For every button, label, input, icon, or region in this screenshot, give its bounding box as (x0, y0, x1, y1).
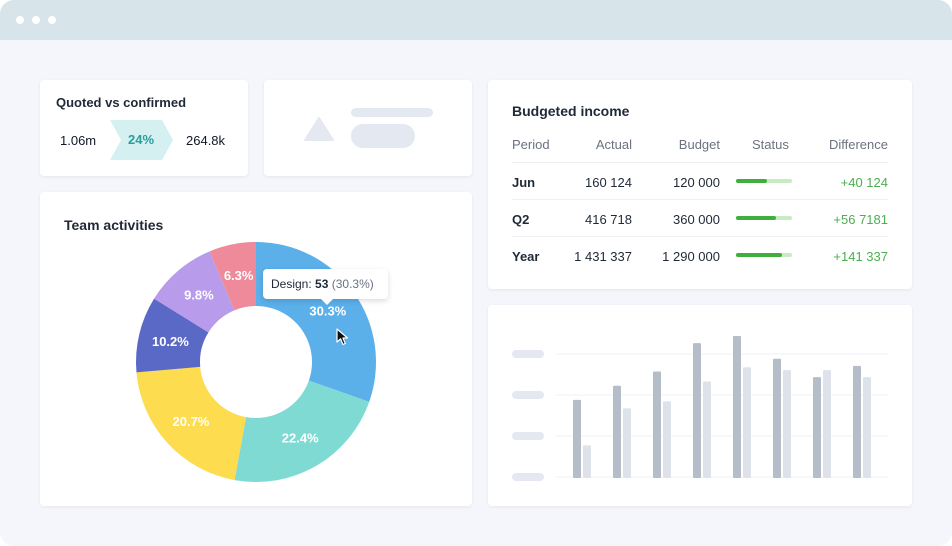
chart-bar (703, 381, 711, 478)
chart-bar (653, 371, 661, 478)
placeholder-card (264, 80, 472, 176)
donut-slice[interactable] (234, 380, 370, 482)
row-divider (512, 236, 888, 237)
cell-difference: +141 337 (833, 249, 888, 264)
triangle-placeholder-icon (304, 117, 334, 141)
cell-actual: 1 431 337 (574, 249, 632, 264)
ratio-value: 24% (127, 132, 155, 147)
slice-label: 6.3% (224, 268, 254, 283)
slice-label: 20.7% (173, 414, 210, 429)
row-divider (512, 199, 888, 200)
chart-bar (743, 367, 751, 478)
column-header-period: Period (512, 137, 550, 152)
donut-slice[interactable] (136, 298, 209, 373)
tooltip-label: Design: (271, 277, 312, 291)
status-progress-bar (736, 216, 792, 220)
window-close-dot[interactable] (16, 16, 24, 24)
axis-label-skeleton (512, 391, 544, 399)
axis-label-skeleton (512, 432, 544, 440)
chart-bar (693, 343, 701, 478)
row-divider (512, 162, 888, 163)
card-title: Team activities (64, 217, 164, 233)
cell-period: Jun (512, 175, 536, 190)
column-header-budget: Budget (678, 137, 720, 152)
donut-slice[interactable] (209, 242, 256, 311)
team-activities-card: Team activities 30.3% 22.4% 20.7% 10.2% 9.8%… (40, 192, 472, 506)
cell-budget: 360 000 (673, 212, 720, 227)
chart-bar (623, 408, 631, 478)
chart-bar (663, 401, 671, 478)
cell-difference: +56 7181 (833, 212, 888, 227)
status-progress-bar (736, 253, 792, 257)
chart-bar (733, 336, 741, 478)
status-progress-fill (736, 216, 777, 220)
slice-label: 9.8% (184, 288, 214, 303)
team-activities-donut-chart: 30.3% 22.4% 20.7% 10.2% 9.8% 6.3% (136, 242, 377, 482)
slice-label: 30.3% (309, 304, 346, 319)
cell-period: Q2 (512, 212, 530, 227)
chart-bar (863, 377, 871, 478)
axis-label-skeleton (512, 473, 544, 481)
bar-chart-card (488, 305, 912, 506)
chart-bar (613, 385, 621, 478)
tooltip-arrow (321, 299, 333, 305)
skeleton-pill (351, 124, 415, 148)
card-title: Budgeted income (512, 103, 630, 119)
title-bar (0, 0, 952, 40)
status-progress-fill (736, 179, 767, 183)
column-header-status: Status (752, 137, 789, 152)
chart-bar (573, 399, 581, 478)
slice-label: 22.4% (282, 431, 319, 446)
card-title: Quoted vs confirmed (56, 95, 187, 110)
budgeted-income-card: Budgeted income Period Actual Budget Sta… (488, 80, 912, 289)
quoted-vs-confirmed-card: Quoted vs confirmed 1.06m 24% 264.8k (40, 80, 248, 176)
tooltip-value: 53 (315, 277, 329, 291)
column-header-difference: Difference (828, 137, 888, 152)
donut-slice[interactable] (136, 366, 246, 481)
status-progress-fill (736, 253, 782, 257)
cell-actual: 160 124 (585, 175, 632, 190)
cell-actual: 416 718 (585, 212, 632, 227)
skeleton-line (351, 108, 433, 117)
quoted-value: 1.06m (60, 133, 97, 148)
window-maximize-dot[interactable] (48, 16, 56, 24)
chart-bar (823, 370, 831, 478)
cell-period: Year (512, 249, 540, 264)
window-minimize-dot[interactable] (32, 16, 40, 24)
axis-label-skeleton (512, 350, 544, 358)
tooltip-percent: (30.3%) (331, 277, 374, 291)
donut-slice[interactable] (256, 242, 377, 402)
cell-budget: 120 000 (673, 175, 720, 190)
chart-bar (583, 445, 591, 478)
chart-bar (813, 377, 821, 478)
chart-bar (783, 370, 791, 478)
chart-tooltip: Design: 53 (30.3%) (263, 269, 388, 305)
ratio-chevron-icon (110, 120, 173, 160)
bar-chart (512, 336, 888, 481)
donut-slice[interactable] (154, 251, 235, 333)
cell-difference: +40 124 (840, 175, 888, 190)
confirmed-value: 264.8k (186, 133, 226, 148)
mouse-cursor-icon (336, 328, 349, 346)
status-progress-bar (736, 179, 792, 183)
column-header-actual: Actual (595, 137, 632, 152)
cell-budget: 1 290 000 (662, 249, 720, 264)
chart-bar (773, 358, 781, 478)
chart-bar (853, 365, 861, 478)
slice-label: 10.2% (152, 334, 189, 349)
